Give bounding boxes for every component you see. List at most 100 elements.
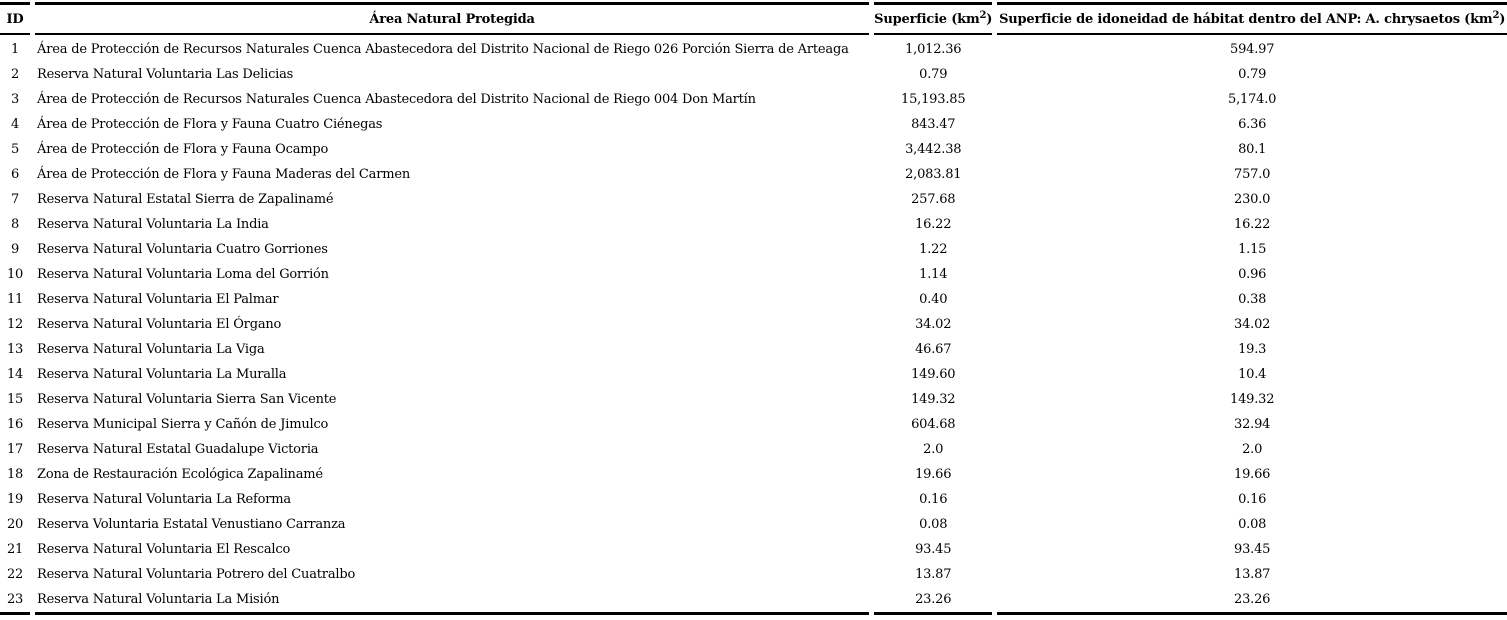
anp-name-cell: Reserva Voluntaria Estatal Venustiano Ca… [37,517,346,532]
row-id-cell: 10 [6,267,24,282]
table-row: 20 Reserva Voluntaria Estatal Venustiano… [0,512,1507,537]
row-id-cell: 13 [6,342,24,357]
anp-name-cell: Área de Protección de Flora y Fauna Ocam… [37,142,329,157]
table-row: 18 Zona de Restauración Ecológica Zapali… [0,462,1507,487]
row-id-cell: 14 [6,367,24,382]
header-anp-name: Área Natural Protegida [35,2,870,35]
anp-name-cell: Reserva Natural Voluntaria La Reforma [37,492,291,507]
idoneidad-cell: 5,174.0 [1228,92,1277,107]
superficie-cell: 1.14 [919,267,948,282]
table-row: 7 Reserva Natural Estatal Sierra de Zapa… [0,187,1507,212]
header-id: ID [0,2,31,35]
superficie-cell: 843.47 [911,117,956,132]
table-row: 1 Área de Protección de Recursos Natural… [0,35,1507,62]
superficie-cell: 15,193.85 [901,92,966,107]
row-id-cell: 12 [6,317,24,332]
anp-name-cell: Área de Protección de Flora y Fauna Made… [37,167,411,182]
header-idoneidad-superscript: 2 [1492,9,1500,21]
table-row: 8 Reserva Natural Voluntaria La India 16… [0,212,1507,237]
superficie-cell: 34.02 [915,317,952,332]
header-superficie-text: Superficie (km [874,11,980,27]
row-id-cell: 17 [6,442,24,457]
table-row: 22 Reserva Natural Voluntaria Potrero de… [0,562,1507,587]
idoneidad-cell: 594.97 [1230,42,1275,57]
anp-name-cell: Reserva Natural Voluntaria La Misión [35,587,870,615]
row-id-cell: 6 [10,167,20,182]
anp-name-cell: Reserva Natural Voluntaria La India [37,217,269,232]
table-row: 21 Reserva Natural Voluntaria El Rescalc… [0,537,1507,562]
superficie-cell: 16.22 [915,217,952,232]
table-row: 16 Reserva Municipal Sierra y Cañón de J… [0,412,1507,437]
row-id-cell: 19 [6,492,24,507]
table-body: 1 Área de Protección de Recursos Natural… [0,35,1507,615]
row-id-cell: 20 [6,517,24,532]
superficie-cell: 2,083.81 [905,167,962,182]
idoneidad-cell: 0.79 [1238,67,1267,82]
table-row: 4 Área de Protección de Flora y Fauna Cu… [0,112,1507,137]
idoneidad-cell: 80.1 [1238,142,1267,157]
idoneidad-cell: 149.32 [1230,392,1275,407]
superficie-cell: 149.32 [911,392,956,407]
superficie-cell: 46.67 [915,342,952,357]
superficie-cell: 0.40 [919,292,948,307]
table-row: 17 Reserva Natural Estatal Guadalupe Vic… [0,437,1507,462]
anp-name-cell: Reserva Natural Voluntaria La Muralla [37,367,287,382]
anp-name-cell: Zona de Restauración Ecológica Zapalinam… [37,467,323,482]
anp-name-cell: Reserva Municipal Sierra y Cañón de Jimu… [37,417,329,432]
idoneidad-cell: 32.94 [1234,417,1271,432]
anp-name-cell: Reserva Natural Voluntaria Potrero del C… [37,567,356,582]
table-row: 15 Reserva Natural Voluntaria Sierra San… [0,387,1507,412]
idoneidad-cell: 0.38 [1238,292,1267,307]
superficie-cell: 19.66 [915,467,952,482]
anp-name-cell: Reserva Natural Estatal Sierra de Zapali… [37,192,334,207]
table-row: 23 Reserva Natural Voluntaria La Misión … [0,587,1507,615]
header-row: ID Área Natural Protegida Superficie (km… [0,2,1507,35]
superficie-cell: 0.08 [919,517,948,532]
anp-name-cell: Área de Protección de Recursos Naturales… [37,92,756,107]
superficie-cell: 13.87 [915,567,952,582]
superficie-cell: 23.26 [874,587,993,615]
row-id-cell: 11 [6,292,24,307]
superficie-cell: 0.79 [919,67,948,82]
idoneidad-cell: 230.0 [1234,192,1271,207]
table-row: 2 Reserva Natural Voluntaria Las Delicia… [0,62,1507,87]
anp-name-cell: Reserva Natural Estatal Guadalupe Victor… [37,442,319,457]
idoneidad-cell: 0.08 [1238,517,1267,532]
idoneidad-cell: 13.87 [1234,567,1271,582]
table-row: 9 Reserva Natural Voluntaria Cuatro Gorr… [0,237,1507,262]
table-row: 11 Reserva Natural Voluntaria El Palmar … [0,287,1507,312]
idoneidad-cell: 19.66 [1234,467,1271,482]
superficie-cell: 93.45 [915,542,952,557]
anp-name-cell: Reserva Natural Voluntaria Las Delicias [37,67,294,82]
anp-name-cell: Reserva Natural Voluntaria Loma del Gorr… [37,267,329,282]
row-id-cell: 16 [6,417,24,432]
header-idoneidad-text: Superficie de idoneidad de hábitat dentr… [999,11,1493,27]
table-row: 12 Reserva Natural Voluntaria El Órgano … [0,312,1507,337]
row-id-cell: 4 [10,117,20,132]
row-id-cell: 21 [6,542,24,557]
idoneidad-cell: 16.22 [1234,217,1271,232]
row-id-cell: 9 [10,242,20,257]
superficie-cell: 149.60 [911,367,956,382]
header-idoneidad-close: ) [1499,11,1506,27]
idoneidad-cell: 6.36 [1238,117,1267,132]
idoneidad-cell: 2.0 [1242,442,1263,457]
idoneidad-cell: 10.4 [1238,367,1267,382]
superficie-cell: 0.16 [919,492,948,507]
anp-name-cell: Área de Protección de Recursos Naturales… [37,42,849,57]
table-row: 19 Reserva Natural Voluntaria La Reforma… [0,487,1507,512]
row-id-cell: 18 [6,467,24,482]
table-row: 3 Área de Protección de Recursos Natural… [0,87,1507,112]
table-row: 10 Reserva Natural Voluntaria Loma del G… [0,262,1507,287]
header-idoneidad: Superficie de idoneidad de hábitat dentr… [997,2,1507,35]
anp-name-cell: Reserva Natural Voluntaria Cuatro Gorrio… [37,242,328,257]
header-superficie-close: ) [986,11,993,27]
table-header: ID Área Natural Protegida Superficie (km… [0,2,1507,35]
row-id-cell: 1 [10,42,20,57]
table-row: 14 Reserva Natural Voluntaria La Muralla… [0,362,1507,387]
anp-name-cell: Reserva Natural Voluntaria El Palmar [37,292,279,307]
anp-name-cell: Área de Protección de Flora y Fauna Cuat… [37,117,383,132]
anp-name-cell: Reserva Natural Voluntaria Sierra San Vi… [37,392,337,407]
